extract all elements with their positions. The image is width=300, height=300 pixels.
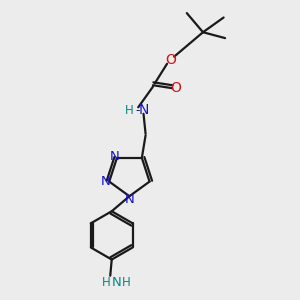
Text: N: N xyxy=(110,150,119,163)
Text: -: - xyxy=(135,104,140,117)
Text: N: N xyxy=(124,193,134,206)
Text: O: O xyxy=(170,81,181,95)
Text: H: H xyxy=(124,104,133,117)
Text: H: H xyxy=(122,276,131,289)
Text: N: N xyxy=(101,175,111,188)
Text: N: N xyxy=(138,103,149,117)
Text: N: N xyxy=(111,276,121,289)
Text: O: O xyxy=(165,53,176,67)
Text: H: H xyxy=(101,276,110,289)
